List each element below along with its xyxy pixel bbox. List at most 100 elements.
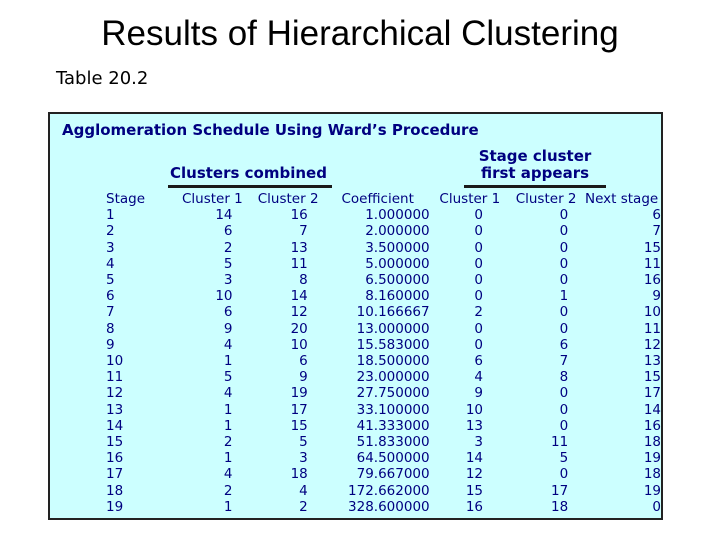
table-row: 14 1 15 41.333000 13 0 16 bbox=[50, 418, 661, 434]
table-row: 7 6 12 10.166667 2 0 10 bbox=[50, 304, 661, 320]
next-stage-cell: 19 bbox=[643, 450, 661, 467]
first-appears-cluster-1-cell: 0 bbox=[474, 288, 484, 305]
cluster-2-cell: 6 bbox=[299, 353, 308, 370]
table-row: 19 1 2 328.600000 16 18 0 bbox=[50, 499, 661, 515]
cluster-2-cell: 13 bbox=[290, 239, 308, 256]
schedule-panel: Agglomeration Schedule Using Ward’s Proc… bbox=[48, 112, 663, 520]
cluster-2-cell: 8 bbox=[299, 272, 308, 289]
first-appears-cluster-1-cell: 3 bbox=[474, 434, 484, 451]
cluster-1-cell: 4 bbox=[223, 466, 233, 483]
first-appears-cluster-2-cell: 0 bbox=[559, 255, 569, 272]
first-appears-cluster-2-cell: 0 bbox=[559, 207, 569, 224]
cluster-2-cell: 7 bbox=[299, 223, 308, 240]
stage-cell: 1 bbox=[106, 207, 115, 224]
stage-cell: 11 bbox=[106, 369, 124, 386]
first-appears-cluster-1-cell: 14 bbox=[465, 450, 484, 467]
first-appears-cluster-1-cell: 0 bbox=[474, 272, 484, 289]
next-stage-cell: 11 bbox=[643, 255, 661, 272]
first-appears-cluster-2-cell: 17 bbox=[551, 482, 569, 499]
coefficient-cell: 13.000000 bbox=[356, 320, 430, 337]
next-stage-cell: 12 bbox=[643, 336, 661, 353]
coefficient-cell: 51.833000 bbox=[356, 434, 430, 451]
cluster-1-cell: 6 bbox=[223, 223, 233, 240]
next-stage-cell: 0 bbox=[652, 498, 661, 515]
first-appears-cluster-2-cell: 7 bbox=[559, 353, 569, 370]
col-header-cluster-1: Cluster 1 bbox=[181, 191, 243, 207]
col-header-first-appears-cluster-1: Cluster 1 bbox=[439, 191, 501, 207]
coefficient-cell: 23.000000 bbox=[356, 369, 430, 386]
cluster-2-cell: 3 bbox=[299, 450, 308, 467]
cluster-2-cell: 9 bbox=[299, 369, 308, 386]
first-appears-cluster-1-cell: 0 bbox=[474, 336, 484, 353]
table-row: 15 2 5 51.833000 3 11 18 bbox=[50, 434, 661, 450]
first-appears-cluster-2-cell: 0 bbox=[559, 223, 569, 240]
cluster-2-cell: 5 bbox=[299, 434, 308, 451]
stage-cell: 3 bbox=[106, 239, 115, 256]
coefficient-cell: 1.000000 bbox=[365, 207, 430, 224]
first-appears-cluster-1-cell: 0 bbox=[474, 207, 484, 224]
cluster-1-cell: 2 bbox=[223, 482, 233, 499]
table-row: 13 1 17 33.100000 10 0 14 bbox=[50, 402, 661, 418]
agglomeration-schedule-table: Stage Cluster 1 Cluster 2 Coefficient Cl… bbox=[50, 191, 661, 515]
cluster-1-cell: 5 bbox=[223, 255, 233, 272]
coefficient-cell: 8.160000 bbox=[365, 288, 430, 305]
next-stage-cell: 18 bbox=[643, 466, 661, 483]
next-stage-cell: 19 bbox=[643, 482, 661, 499]
next-stage-cell: 18 bbox=[643, 434, 661, 451]
coefficient-cell: 15.583000 bbox=[356, 336, 430, 353]
table-row: 8 9 20 13.000000 0 0 11 bbox=[50, 321, 661, 337]
stage-cell: 7 bbox=[106, 304, 115, 321]
cluster-1-cell: 9 bbox=[223, 320, 233, 337]
next-stage-cell: 13 bbox=[643, 353, 661, 370]
table-row: 5 3 8 6.500000 0 0 16 bbox=[50, 272, 661, 288]
coefficient-cell: 18.500000 bbox=[356, 353, 430, 370]
cluster-1-cell: 1 bbox=[223, 498, 233, 515]
cluster-1-cell: 4 bbox=[223, 385, 233, 402]
first-appears-cluster-2-cell: 18 bbox=[551, 498, 569, 515]
coefficient-cell: 33.100000 bbox=[356, 401, 430, 418]
stage-cell: 6 bbox=[106, 288, 115, 305]
stage-first-appears-header: Stage cluster first appears bbox=[478, 147, 592, 182]
next-stage-cell: 16 bbox=[643, 272, 661, 289]
cluster-1-cell: 3 bbox=[223, 272, 233, 289]
first-appears-cluster-2-cell: 0 bbox=[559, 320, 569, 337]
first-appears-cluster-1-cell: 0 bbox=[474, 255, 484, 272]
stage-cell: 15 bbox=[106, 434, 124, 451]
col-header-cluster-2: Cluster 2 bbox=[257, 191, 319, 207]
coefficient-cell: 10.166667 bbox=[356, 304, 430, 321]
first-appears-cluster-1-cell: 0 bbox=[474, 223, 484, 240]
table-row: 11 5 9 23.000000 4 8 15 bbox=[50, 369, 661, 385]
table-row: 2 6 7 2.000000 0 0 7 bbox=[50, 223, 661, 239]
stage-cell: 17 bbox=[106, 466, 124, 483]
table-row: 18 2 4 172.662000 15 17 19 bbox=[50, 483, 661, 499]
next-stage-cell: 14 bbox=[643, 401, 661, 418]
first-appears-cluster-2-cell: 0 bbox=[559, 401, 569, 418]
cluster-1-cell: 2 bbox=[223, 239, 233, 256]
first-appears-cluster-2-cell: 0 bbox=[559, 385, 569, 402]
stage-cell: 13 bbox=[106, 401, 124, 418]
cluster-2-cell: 12 bbox=[290, 304, 308, 321]
cluster-2-cell: 4 bbox=[299, 482, 308, 499]
col-header-next-stage: Next stage bbox=[584, 191, 659, 207]
next-stage-cell: 10 bbox=[643, 304, 661, 321]
coefficient-cell: 328.600000 bbox=[348, 498, 430, 515]
first-appears-cluster-2-cell: 0 bbox=[559, 466, 569, 483]
cluster-1-cell: 1 bbox=[223, 401, 233, 418]
cluster-1-cell: 6 bbox=[223, 304, 233, 321]
table-row: 4 5 11 5.000000 0 0 11 bbox=[50, 256, 661, 272]
cluster-1-cell: 1 bbox=[223, 417, 233, 434]
cluster-2-cell: 15 bbox=[290, 417, 308, 434]
stage-cell: 19 bbox=[106, 498, 124, 515]
first-appears-cluster-2-cell: 0 bbox=[559, 304, 569, 321]
clusters-combined-rule bbox=[168, 185, 332, 188]
stage-cell: 12 bbox=[106, 385, 124, 402]
slide-title: Results of Hierarchical Clustering bbox=[101, 14, 619, 53]
cluster-2-cell: 17 bbox=[290, 401, 308, 418]
cluster-2-cell: 16 bbox=[290, 207, 308, 224]
next-stage-cell: 16 bbox=[643, 417, 661, 434]
first-appears-cluster-2-cell: 0 bbox=[559, 239, 569, 256]
coefficient-cell: 2.000000 bbox=[365, 223, 430, 240]
cluster-2-cell: 20 bbox=[290, 320, 308, 337]
cluster-1-cell: 4 bbox=[223, 336, 233, 353]
stage-cell: 4 bbox=[106, 255, 115, 272]
